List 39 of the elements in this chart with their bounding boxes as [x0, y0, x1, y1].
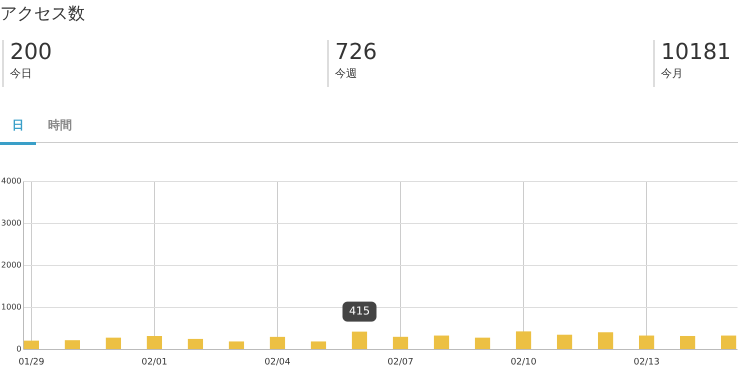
text: アクセス数 — [0, 3, 85, 25]
text: 10181 — [661, 40, 731, 66]
bar — [228, 341, 244, 349]
bar — [146, 336, 162, 349]
bar — [556, 334, 572, 349]
bar — [24, 340, 39, 349]
x-tick-label: 02/01 — [141, 358, 168, 368]
text: 時間 — [48, 117, 72, 134]
x-tick-label: 02/10 — [510, 358, 537, 368]
text: 今月 — [661, 66, 684, 82]
x-tick-label: 01/29 — [18, 358, 45, 368]
bar — [680, 336, 696, 349]
bar — [516, 331, 532, 349]
data-label: 415 — [348, 304, 370, 318]
y-tick-label: 2000 — [1, 260, 22, 270]
x-tick-label: 02/13 — [634, 358, 660, 368]
bar — [638, 336, 654, 349]
bar — [106, 338, 122, 349]
bar — [188, 338, 204, 349]
text: 日 — [0, 117, 36, 145]
bar — [721, 336, 736, 349]
x-tick-label: 02/07 — [388, 358, 414, 368]
bar — [270, 336, 286, 349]
y-tick-label: 1000 — [1, 302, 22, 312]
y-tick-label: 0 — [16, 344, 22, 354]
text: 726 — [335, 40, 377, 66]
bar — [310, 341, 326, 349]
bar — [64, 340, 80, 349]
bar — [392, 336, 408, 349]
text: 200 — [10, 40, 52, 66]
text: 今日 — [10, 66, 33, 82]
text: 今週 — [335, 66, 358, 82]
y-tick-label: 3000 — [1, 218, 22, 228]
y-tick-label: 4000 — [1, 176, 22, 186]
bar — [598, 332, 614, 349]
bar — [352, 332, 368, 349]
bar — [434, 336, 450, 349]
bar — [474, 338, 490, 349]
x-tick-label: 02/04 — [264, 358, 291, 368]
